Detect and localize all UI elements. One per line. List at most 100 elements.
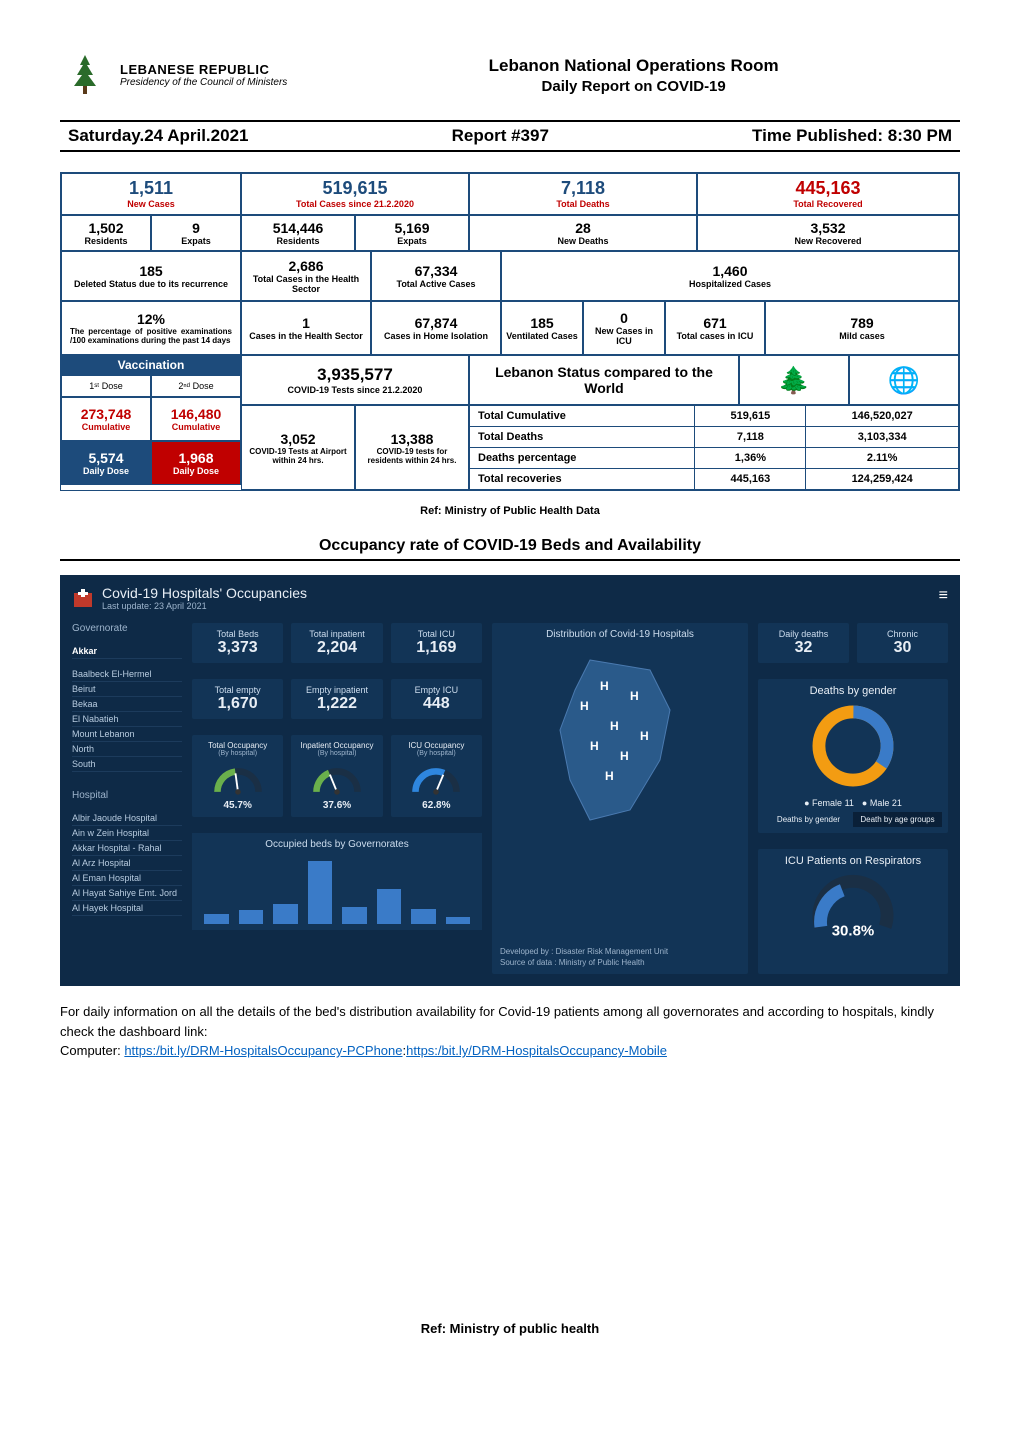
gauge-sub: (By hospital): [297, 750, 376, 757]
new-deaths-cell: 28 New Deaths: [469, 215, 697, 251]
hosp-item[interactable]: Albir Jaoude Hospital: [72, 811, 182, 826]
residents-label2: Residents: [246, 236, 350, 246]
deleted-label: Deleted Status due to its recurrence: [66, 279, 236, 289]
gender-legend: ● Female 11 ● Male 21: [764, 798, 942, 808]
c-value: 1,670: [198, 695, 277, 713]
dose1-head: 1ˢᵗ Dose: [61, 375, 151, 397]
comp-leb: 1,36%: [695, 448, 806, 469]
footer-computer-label: Computer:: [60, 1043, 121, 1058]
mild-cases-cell: 789 Mild cases: [765, 301, 959, 355]
gauge-sub: (By hospital): [397, 750, 476, 757]
tests-airport-label: COVID-19 Tests at Airport within 24 hrs.: [246, 447, 350, 465]
dose1-daily: 5,574 Daily Dose: [61, 441, 151, 485]
gov-selected[interactable]: Akkar: [72, 644, 182, 659]
tab-gender[interactable]: Deaths by gender: [764, 812, 853, 827]
mild-value: 789: [770, 315, 954, 331]
hosp-item[interactable]: Al Hayek Hospital: [72, 901, 182, 916]
map-panel[interactable]: Distribution of Covid-19 Hospitals HHH H…: [492, 623, 748, 974]
row2: 185 Deleted Status due to its recurrence…: [61, 251, 959, 301]
new-cases-residents-value: 1,502: [66, 220, 146, 236]
hospitalized-cell: 1,460 Hospitalized Cases: [501, 251, 959, 301]
vaccination-block: Vaccination 1ˢᵗ Dose 2ⁿᵈ Dose 273,748 Cu…: [61, 355, 241, 490]
gauge-icon: [408, 757, 464, 797]
cedar-logo-icon: [60, 50, 110, 100]
link-pc[interactable]: https:/bit.ly/DRM-HospitalsOccupancy-PCP…: [124, 1043, 402, 1058]
tests-total-label: COVID-19 Tests since 21.2.2020: [246, 385, 464, 395]
comp-leb: 7,118: [695, 427, 806, 448]
link-mobile[interactable]: https:/bit.ly/DRM-HospitalsOccupancy-Mob…: [406, 1043, 667, 1058]
hamburger-icon[interactable]: ≡: [939, 587, 948, 605]
active-cases-cell: 67,334 Total Active Cases: [371, 251, 501, 301]
hosp-item[interactable]: Ain w Zein Hospital: [72, 826, 182, 841]
total-icu-value: 671: [670, 315, 760, 331]
gender-tabs: Deaths by gender Death by age groups: [764, 812, 942, 827]
svg-text:30.8%: 30.8%: [832, 922, 875, 939]
total-cases-cell: 519,615 Total Cases since 21.2.2020: [241, 173, 469, 215]
org-name: LEBANESE REPUBLIC: [120, 62, 287, 77]
svg-text:H: H: [640, 729, 649, 743]
comparison-row: Total recoveries445,163124,259,424: [470, 469, 959, 490]
gauge-value: 62.8%: [397, 800, 476, 811]
lebanon-icon: 🌲: [739, 355, 849, 405]
title-block: Lebanon National Operations Room Daily R…: [307, 56, 960, 95]
comparison-row: Total Deaths7,1183,103,334: [470, 427, 959, 448]
hospital-icon: [72, 587, 94, 609]
gov-item[interactable]: El Nabatieh: [72, 712, 182, 727]
info-time: Time Published: 8:30 PM: [752, 126, 952, 146]
recovered-label: Total Recovered: [702, 199, 954, 210]
gov-item[interactable]: Baalbeck El-Hermel: [72, 667, 182, 682]
gov-item[interactable]: South: [72, 757, 182, 772]
dose1-label: 1ˢᵗ Dose: [66, 381, 146, 391]
title-main: Lebanon National Operations Room: [307, 56, 960, 76]
comp-world: 3,103,334: [806, 427, 959, 448]
card-total-inpatient: Total inpatient2,204: [291, 623, 382, 663]
new-cases-expats-value: 9: [156, 220, 236, 236]
card-total-empty: Total empty1,670: [192, 679, 283, 719]
dose2-daily-value: 1,968: [156, 450, 236, 466]
tests-airport: 3,052 COVID-19 Tests at Airport within 2…: [241, 405, 355, 490]
lebanon-map-icon: HHH HHH HH: [498, 640, 742, 840]
gov-item[interactable]: North: [72, 742, 182, 757]
positivity-cell: 12% The percentage of positive examinati…: [61, 301, 241, 355]
dash-title: Covid-19 Hospitals' Occupancies: [102, 585, 307, 601]
tests-residents-value: 13,388: [360, 431, 464, 447]
header-row: LEBANESE REPUBLIC Presidency of the Coun…: [60, 50, 960, 100]
map-foot1: Developed by : Disaster Risk Management …: [500, 947, 668, 957]
hosp-head: Hospital: [72, 790, 182, 801]
dash-header: Covid-19 Hospitals' Occupancies Last upd…: [72, 585, 307, 611]
new-deaths-value: 28: [474, 220, 692, 236]
tests-residents: 13,388 COVID-19 tests for residents with…: [355, 405, 469, 490]
hosp-item[interactable]: Akkar Hospital - Rahal: [72, 841, 182, 856]
gauge-label: Inpatient Occupancy: [297, 741, 376, 750]
hosp-label: Hospitalized Cases: [506, 279, 954, 289]
hosp-item[interactable]: Al Arz Hospital: [72, 856, 182, 871]
info-date: Saturday.24 April.2021: [68, 126, 248, 146]
c-label: Empty ICU: [397, 685, 476, 695]
legend-female: ● Female 11: [804, 798, 854, 808]
deleted-status-cell: 185 Deleted Status due to its recurrence: [61, 251, 241, 301]
gov-item[interactable]: Mount Lebanon: [72, 727, 182, 742]
c-value: 2,204: [297, 639, 376, 657]
gov-item[interactable]: Beirut: [72, 682, 182, 697]
row4: Vaccination 1ˢᵗ Dose 2ⁿᵈ Dose 273,748 Cu…: [61, 355, 959, 490]
bar-chart: Occupied beds by Governorates: [192, 833, 482, 930]
comp-label: Deaths percentage: [470, 448, 695, 469]
ventilated-cell: 185 Ventilated Cases: [501, 301, 583, 355]
active-label: Total Active Cases: [376, 279, 496, 289]
dose2-cumulative: 146,480 Cumulative: [151, 397, 241, 441]
c-value: 1,169: [397, 639, 476, 657]
gov-item[interactable]: Bekaa: [72, 697, 182, 712]
hs-total-value: 2,686: [246, 258, 366, 274]
hosp-item[interactable]: Al Hayat Sahiye Emt. Jord: [72, 886, 182, 901]
gauge-icu_occ: ICU Occupancy (By hospital) 62.8%: [391, 735, 482, 817]
total-cases-value: 519,615: [246, 178, 464, 199]
row3: 12% The percentage of positive examinati…: [61, 301, 959, 355]
comp-label: Total Deaths: [470, 427, 695, 448]
comp-world: 2.11%: [806, 448, 959, 469]
tab-age[interactable]: Death by age groups: [853, 812, 942, 827]
c-value: 3,373: [198, 639, 277, 657]
c-label: Total empty: [198, 685, 277, 695]
comp-label: Total Cumulative: [470, 406, 695, 427]
hosp-item[interactable]: Al Eman Hospital: [72, 871, 182, 886]
bar: [411, 909, 436, 924]
